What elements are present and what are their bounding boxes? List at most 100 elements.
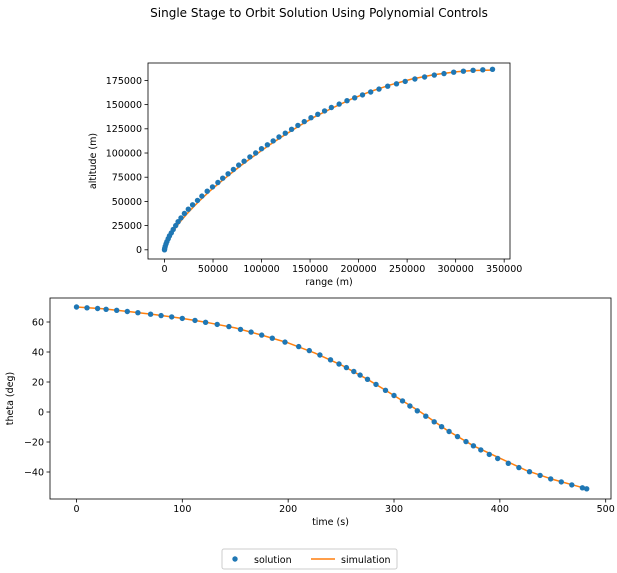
solution-point <box>189 202 196 208</box>
solution-point <box>114 307 120 313</box>
solution-point <box>421 74 428 80</box>
solution-point <box>295 122 301 129</box>
solution-point <box>399 398 406 404</box>
solution-point <box>225 171 231 177</box>
solution-point <box>569 482 575 488</box>
x-tick-label: 350000 <box>486 264 522 275</box>
solution-point <box>336 361 342 367</box>
solution-point <box>230 166 237 173</box>
solution-point <box>470 443 477 449</box>
y-tick-label: 100000 <box>106 148 142 159</box>
solution-point <box>376 86 382 92</box>
solution-point <box>237 326 244 333</box>
solution-point <box>364 376 371 382</box>
solution-point <box>169 314 175 320</box>
y-tick-label: −40 <box>24 467 44 478</box>
y-tick-label: 40 <box>32 347 44 358</box>
solution-point <box>438 424 445 430</box>
solution-point <box>220 175 226 181</box>
solution-point <box>446 428 452 435</box>
x-tick-label: 200000 <box>340 264 376 275</box>
solution-point <box>463 438 469 445</box>
solution-point <box>486 451 492 458</box>
y-tick-label: 0 <box>136 245 142 256</box>
solution-point <box>209 184 216 190</box>
solution-point <box>214 321 220 328</box>
solution-point <box>226 323 232 330</box>
y-axis-label: altitude (m) <box>88 133 99 189</box>
solution-point <box>253 150 259 156</box>
solution-point <box>451 69 457 75</box>
y-tick-label: 50000 <box>112 197 142 208</box>
solution-point <box>194 197 201 204</box>
solution-point <box>94 305 101 312</box>
solution-point <box>204 188 210 194</box>
solution-point <box>276 134 282 140</box>
solution-point <box>282 339 288 345</box>
solution-point <box>170 226 176 233</box>
solution-point <box>391 392 397 399</box>
y-tick-label: 20 <box>32 377 44 388</box>
solution-point <box>247 154 253 160</box>
solution-point <box>269 335 275 341</box>
solution-point <box>317 352 323 358</box>
solution-point <box>407 403 413 409</box>
solution-point <box>336 101 342 107</box>
solution-point <box>478 447 484 453</box>
x-tick-label: 0 <box>73 504 79 515</box>
y-tick-label: −20 <box>24 437 44 448</box>
figure-title: Single Stage to Orbit Solution Using Pol… <box>150 6 488 20</box>
solution-point <box>259 332 265 338</box>
solution-point <box>495 455 501 462</box>
solution-point <box>103 306 109 312</box>
solution-point <box>579 485 586 491</box>
solution-point <box>192 317 198 324</box>
x-tick-label: 300 <box>385 504 403 515</box>
solution-point <box>328 104 335 111</box>
solution-point <box>178 215 184 221</box>
solution-point <box>270 138 276 144</box>
solution-point <box>173 222 179 229</box>
solution-point <box>199 193 205 199</box>
legend: solution simulation <box>221 548 398 570</box>
y-tick-label: 175000 <box>106 76 142 87</box>
solution-point <box>558 479 564 485</box>
solution-point <box>344 98 350 104</box>
solution-point <box>236 162 242 168</box>
simulation-line <box>163 69 491 251</box>
solution-point <box>359 92 366 98</box>
solution-point <box>489 66 496 73</box>
solution-point <box>288 126 295 132</box>
legend-frame <box>221 548 398 570</box>
solution-point <box>73 304 80 310</box>
solution-point <box>460 68 467 74</box>
y-tick-label: 75000 <box>112 173 142 184</box>
y-tick-label: 60 <box>32 317 44 328</box>
legend-simulation-label: simulation <box>341 555 391 566</box>
solution-point <box>480 67 486 73</box>
axes-frame <box>49 297 612 500</box>
x-tick-label: 200 <box>279 504 297 515</box>
solution-point <box>124 308 130 315</box>
solution-point <box>202 319 209 325</box>
solution-point <box>315 111 321 118</box>
solution-point <box>537 472 543 479</box>
solution-point <box>470 67 476 74</box>
x-tick-label: 100000 <box>243 264 279 275</box>
solution-point <box>352 95 358 101</box>
solution-point <box>175 219 181 225</box>
time-theta-plot: 0 100 200 300 400 500 −40 −20 0 20 40 60 time (s) the… <box>5 297 615 528</box>
x-tick-label: 0 <box>161 264 167 275</box>
x-tick-label: 50000 <box>198 264 228 275</box>
solution-point <box>327 357 334 363</box>
solution-point <box>306 347 312 354</box>
solution-point <box>181 210 188 217</box>
x-axis-label: range (m) <box>305 277 352 288</box>
solution-point <box>505 460 511 466</box>
solution-point <box>185 206 191 212</box>
solution-point <box>393 81 400 87</box>
solution-point <box>158 312 164 319</box>
y-tick-label: 0 <box>38 407 44 418</box>
x-tick-label: 100 <box>173 504 191 515</box>
